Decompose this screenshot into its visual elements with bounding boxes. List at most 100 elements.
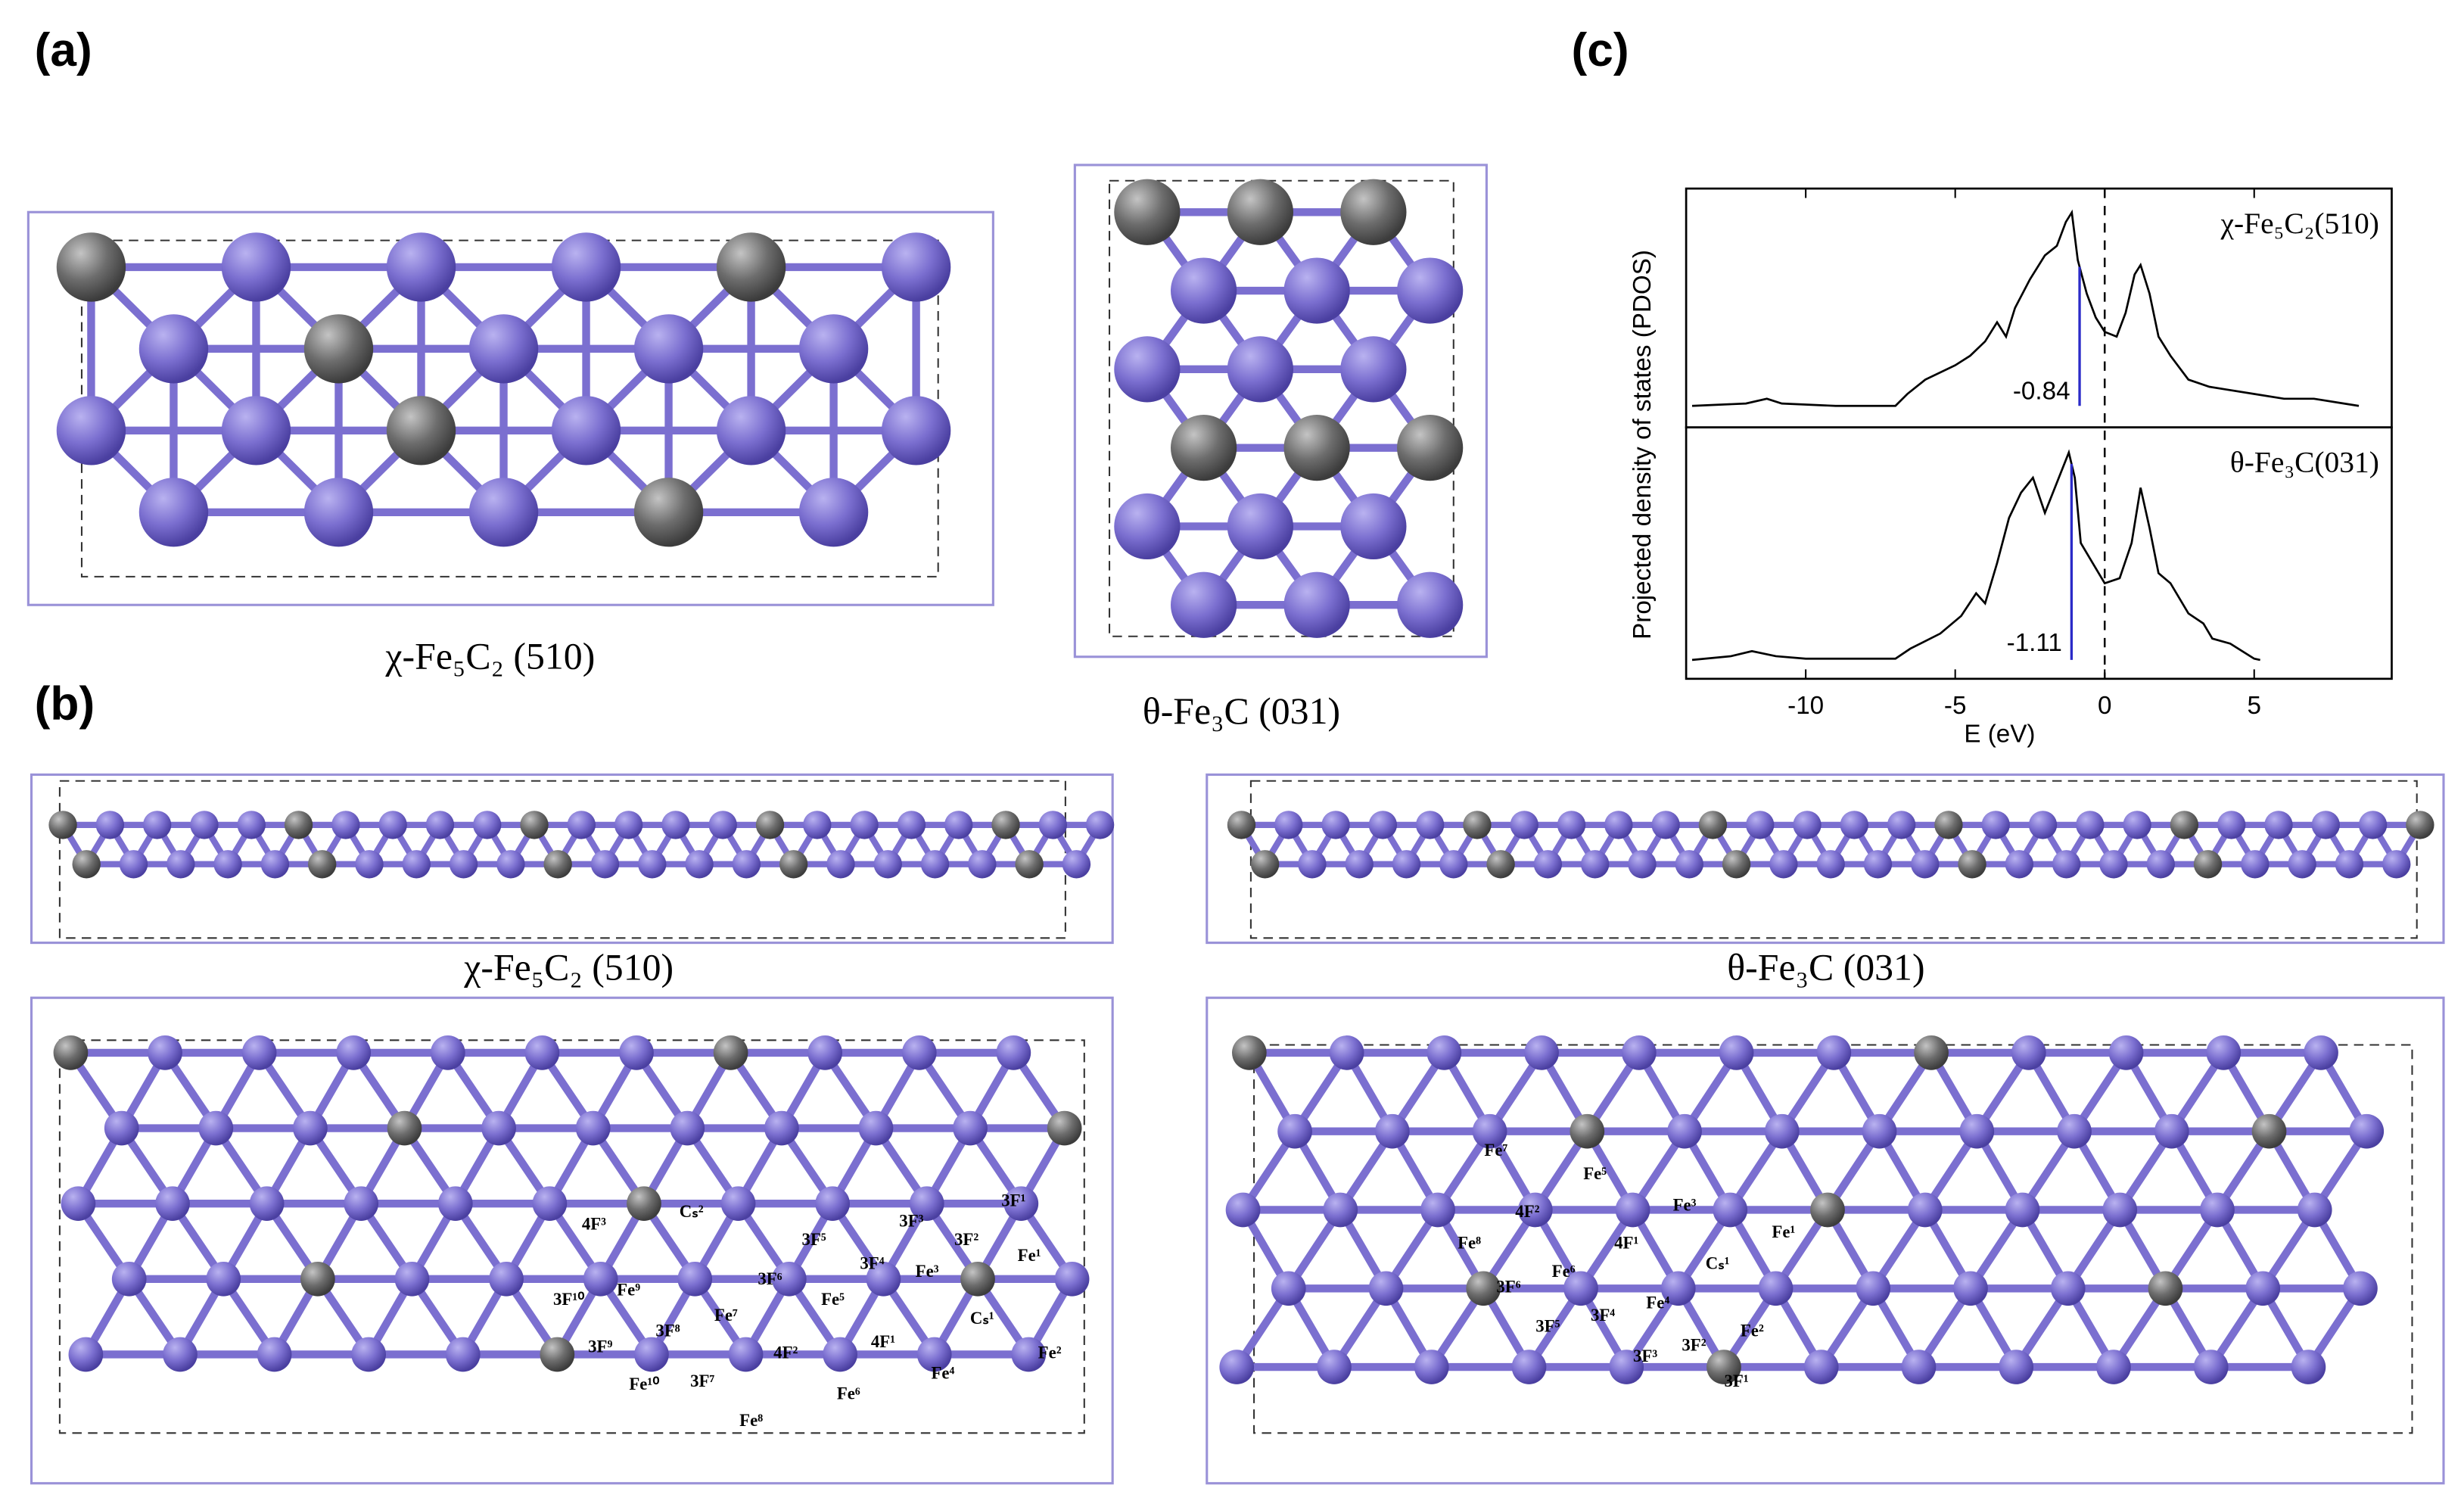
atom (920, 850, 950, 879)
atom (968, 850, 997, 879)
atom (61, 1186, 96, 1222)
structure-caption: θ-Fe₃C (031) (1727, 946, 1924, 988)
atom (2123, 811, 2151, 839)
atom (1225, 1192, 1261, 1228)
site-label: Cₛ¹ (970, 1309, 994, 1328)
structure-caption: χ-Fe₅C₂ (510) (463, 946, 674, 988)
site-label: Cₛ² (680, 1202, 704, 1221)
atom (1510, 811, 1538, 839)
chart-legend: χ-Fe₅C₂(510) (2220, 207, 2379, 240)
atom (1533, 850, 1563, 879)
site-label: Fe¹ (1018, 1246, 1041, 1265)
atom (716, 232, 786, 302)
atom (1047, 1110, 1082, 1146)
atom (1321, 811, 1350, 839)
atom (1511, 1350, 1547, 1384)
y-axis-label: Projected density of states (PDOS) (1629, 250, 1657, 640)
atom (138, 314, 209, 384)
lattice (53, 1035, 1090, 1372)
atom (1114, 336, 1181, 403)
atom (166, 850, 195, 879)
atom (336, 1035, 372, 1070)
atom (2011, 1035, 2046, 1070)
atom (1414, 1350, 1449, 1384)
atom (1114, 493, 1181, 560)
atom (1340, 493, 1407, 560)
atom (708, 811, 737, 839)
site-label: Fe³ (1673, 1196, 1697, 1215)
atom (2343, 1271, 2378, 1306)
atom (1713, 1192, 1748, 1228)
cell-outline (1249, 780, 2418, 939)
atom (1345, 850, 1374, 879)
atom (119, 850, 148, 879)
frame (30, 996, 1114, 1485)
site-label: 3F² (954, 1230, 978, 1249)
atom (798, 314, 869, 384)
site-label: 3F³ (1633, 1347, 1657, 1365)
atom (430, 1035, 465, 1070)
atom (1953, 1271, 1988, 1306)
atom (1698, 811, 1728, 839)
atom (1463, 811, 1492, 839)
atom (468, 314, 539, 384)
structure-caption: χ-Fe₅C₂ (510) (384, 635, 595, 677)
atom (732, 850, 761, 879)
atom (901, 1035, 937, 1070)
atom (2099, 850, 2128, 879)
atom (2052, 850, 2081, 879)
site-label: 3F¹ (1001, 1191, 1025, 1210)
atom (1769, 850, 1798, 879)
atom (2108, 1035, 2144, 1070)
cell-outline (58, 1039, 1085, 1434)
atom (1415, 811, 1445, 839)
atom (1887, 811, 1916, 839)
atom (2251, 1113, 2287, 1149)
atom (2154, 1113, 2189, 1149)
atom (520, 811, 549, 839)
atom (449, 850, 478, 879)
atom (1486, 850, 1515, 879)
site-label: Fe² (1038, 1343, 1062, 1362)
atom (1466, 1271, 1501, 1306)
atom (2349, 1113, 2385, 1149)
atom (1958, 850, 1986, 879)
atom (2241, 850, 2270, 879)
atom (2288, 850, 2316, 879)
atom (2146, 850, 2175, 879)
atom (881, 232, 951, 302)
atom (56, 232, 126, 302)
atom (1340, 336, 1407, 403)
atom (1397, 257, 1464, 324)
frame (1206, 996, 2445, 1485)
atom (473, 811, 502, 839)
atom (2200, 1192, 2235, 1228)
atom (1227, 493, 1293, 560)
lattice (48, 811, 1115, 879)
site-label: Fe⁶ (1552, 1262, 1576, 1281)
atom (1062, 850, 1091, 879)
atom (1810, 1192, 1845, 1228)
atom (532, 1186, 568, 1222)
d-band-label: -0.84 (2013, 378, 2070, 406)
atom (670, 1110, 705, 1146)
x-tick-label: -10 (1787, 692, 1824, 720)
site-label: Fe⁷ (1484, 1141, 1507, 1160)
atom (221, 232, 291, 302)
x-tick-label: 0 (2098, 692, 2111, 720)
atom (1793, 811, 1822, 839)
atom (1374, 1113, 1410, 1149)
atom (524, 1035, 560, 1070)
atom (1003, 1186, 1039, 1222)
site-label: Fe⁷ (714, 1306, 738, 1325)
atom (873, 850, 902, 879)
site-label: 3F⁵ (1535, 1316, 1560, 1335)
atom (1863, 850, 1893, 879)
atom (2102, 1192, 2138, 1228)
atom (386, 232, 456, 302)
atom (1675, 850, 1703, 879)
frame (30, 773, 1114, 945)
atom (496, 850, 525, 879)
atom (677, 1261, 713, 1297)
